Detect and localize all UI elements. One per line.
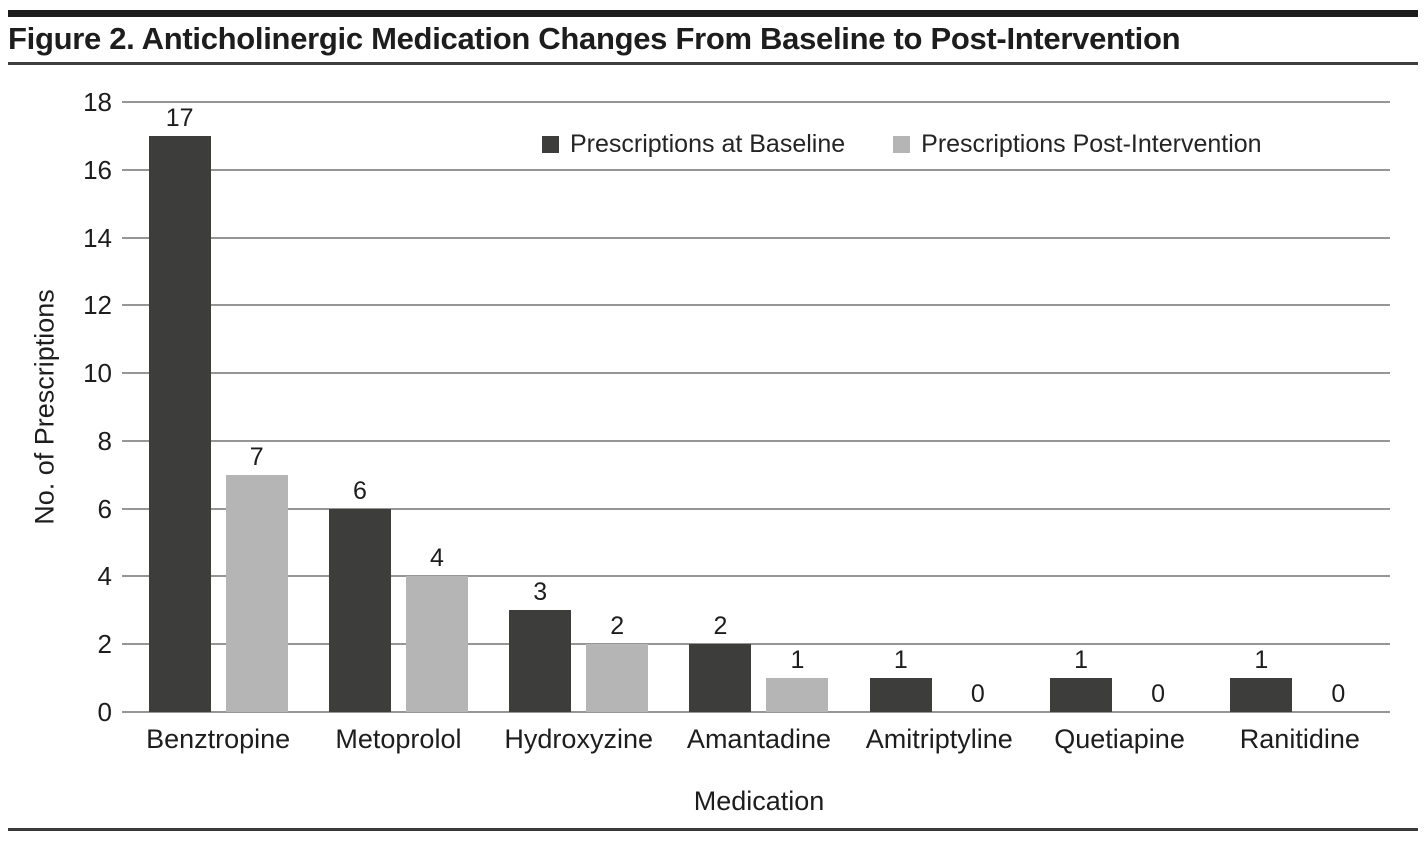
legend-label: Prescriptions Post-Intervention <box>921 130 1262 158</box>
legend-item: Prescriptions Post-Intervention <box>893 130 1262 159</box>
plot-area: Prescriptions at Baseline Prescriptions P… <box>83 89 1390 754</box>
bar-value-label: 7 <box>249 442 264 471</box>
legend-label: Prescriptions at Baseline <box>570 130 846 158</box>
y-tick-label: 10 <box>83 358 112 389</box>
y-tick-label: 12 <box>83 290 112 321</box>
bar-value-label: 1 <box>893 646 908 675</box>
gridline <box>122 711 1390 713</box>
legend-swatch-icon <box>542 136 559 153</box>
x-tick-label: Amitriptyline <box>865 724 1013 754</box>
x-tick-label: Quetiapine <box>1054 724 1185 754</box>
bar-value-label: 0 <box>1151 680 1165 708</box>
bar-group: 6 4 Metoprolol <box>308 102 488 754</box>
bar: 4 <box>405 546 468 712</box>
gridline <box>122 439 1390 442</box>
y-tick-label: 0 <box>97 697 112 727</box>
gridline <box>122 236 1390 239</box>
x-tick-label: Metoprolol <box>335 724 462 754</box>
y-tick-label: 4 <box>97 561 112 592</box>
bar-group: 1 0 Ranitidine <box>1210 102 1390 754</box>
x-tick-label: Benztropine <box>146 724 291 754</box>
bar-group: 1 0 Amitriptyline <box>849 102 1029 754</box>
bar-group: 3 2 Hydroxyzine <box>489 102 669 754</box>
bar: 7 <box>225 444 288 712</box>
figure-title: Figure 2. Anticholinergic Medication Cha… <box>8 21 1181 56</box>
bar-value-label: 4 <box>429 544 444 573</box>
gridline <box>122 168 1390 171</box>
gridline <box>122 507 1390 510</box>
y-tick-label: 14 <box>83 222 112 253</box>
top-rule <box>8 10 1418 17</box>
y-tick-label: 8 <box>97 425 112 456</box>
bar-value-label: 3 <box>533 578 548 607</box>
x-tick-label: Ranitidine <box>1239 724 1360 754</box>
gridline <box>122 575 1390 578</box>
y-tick-label: 2 <box>97 629 112 660</box>
bar-value-label: 1 <box>1254 646 1269 675</box>
title-rule <box>8 62 1418 65</box>
legend-item: Prescriptions at Baseline <box>542 130 845 159</box>
bar-group: 2 1 Amantadine <box>669 102 849 754</box>
bars-layer: 17 7 Benztropine 6 4 Metoprolol 3 2 Hydroxyzine 2… <box>128 102 1390 754</box>
bar: 1 <box>869 648 932 712</box>
bar: 6 <box>328 478 391 712</box>
bar: 2 <box>689 614 752 712</box>
bar-group: 1 0 Quetiapine <box>1029 102 1209 754</box>
bar-value-label: 6 <box>352 476 367 505</box>
bar: 1 <box>766 648 829 712</box>
bar-value-label: 17 <box>165 103 194 132</box>
legend-swatch-icon <box>893 136 911 153</box>
bottom-rule <box>8 828 1418 831</box>
x-tick-label: Amantadine <box>686 724 832 754</box>
chart-legend: Prescriptions at Baseline Prescriptions P… <box>542 130 1262 159</box>
bar-value-label: 0 <box>1331 680 1346 708</box>
y-axis-title: No. of Prescriptions <box>29 289 60 525</box>
x-axis-title: Medication <box>693 786 825 816</box>
bar: 2 <box>586 614 649 712</box>
bar: 3 <box>509 580 572 712</box>
bar-value-label: 1 <box>790 646 805 675</box>
y-tick-label: 16 <box>83 154 112 185</box>
bar: 17 <box>148 105 211 712</box>
x-tick-label: Hydroxyzine <box>504 724 653 754</box>
y-tick-label: 18 <box>83 87 112 117</box>
bar-value-label: 2 <box>610 612 625 641</box>
bar: 1 <box>1230 648 1293 712</box>
y-tick-label: 6 <box>97 493 112 524</box>
gridline <box>122 101 1390 103</box>
bar-value-label: 2 <box>713 612 728 641</box>
gridline <box>122 372 1390 375</box>
gridline <box>122 643 1390 646</box>
bar-value-label: 1 <box>1074 646 1088 675</box>
gridline <box>122 304 1390 307</box>
bar-group: 17 7 Benztropine <box>128 102 308 754</box>
bar-value-label: 0 <box>970 680 985 708</box>
bar: 1 <box>1050 648 1113 712</box>
